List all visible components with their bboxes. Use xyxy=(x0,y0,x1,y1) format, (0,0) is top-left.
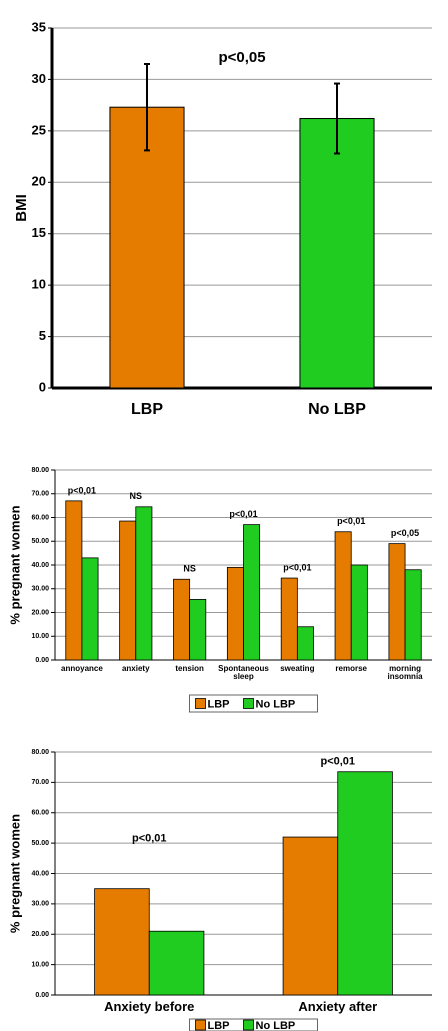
x-tick-label: morning insomnia xyxy=(387,664,423,682)
bar xyxy=(119,520,137,661)
y-tick-label: 0 xyxy=(39,379,46,394)
y-axis-label: % pregnant women xyxy=(7,505,22,624)
y-tick-label: 0.00 xyxy=(35,992,49,999)
y-tick-label: 20.00 xyxy=(31,931,49,938)
y-tick-label: 35 xyxy=(32,19,46,34)
y-tick-label: 10.00 xyxy=(31,633,49,640)
y-tick-label: 80.00 xyxy=(31,467,49,474)
y-tick-label: 0.00 xyxy=(35,657,49,664)
x-tick-label: remorse xyxy=(335,664,367,673)
bar xyxy=(173,578,191,661)
x-tick-label: Anxiety before xyxy=(104,999,195,1014)
x-tick-label: anxiety xyxy=(121,664,150,673)
annotation: p<0,05 xyxy=(218,49,265,66)
y-tick-label: 30 xyxy=(32,71,46,86)
y-axis-label: % pregnant women xyxy=(7,814,22,933)
y-tick-label: 40.00 xyxy=(31,562,49,569)
y-tick-label: 40.00 xyxy=(31,870,49,877)
legend-label: No LBP xyxy=(256,698,296,710)
x-tick-label: Anxiety after xyxy=(298,999,378,1014)
annotation: NS xyxy=(183,564,196,574)
annotation: p<0,01 xyxy=(337,516,365,526)
bar xyxy=(65,500,83,661)
x-tick-label: sweating xyxy=(280,664,315,673)
annotation: p<0,05 xyxy=(391,528,419,538)
legend-swatch xyxy=(243,698,254,709)
bar xyxy=(388,543,406,661)
y-tick-label: 5 xyxy=(39,328,46,343)
x-tick-label: annoyance xyxy=(61,664,103,673)
y-tick-label: 50.00 xyxy=(31,840,49,847)
x-tick-label: tension xyxy=(175,664,204,673)
bar xyxy=(280,577,298,661)
y-tick-label: 70.00 xyxy=(31,779,49,786)
bar xyxy=(404,569,422,661)
annotation: p<0,01 xyxy=(283,562,311,572)
legend-label: LBP xyxy=(208,698,230,710)
y-tick-label: 20 xyxy=(32,174,46,189)
y-tick-label: 60.00 xyxy=(31,810,49,817)
legend-swatch xyxy=(195,1019,206,1031)
x-tick-label: Spontaneous sleep xyxy=(218,664,269,682)
legend-swatch xyxy=(195,698,206,709)
legend-label: LBP xyxy=(208,1020,230,1031)
bar xyxy=(299,118,375,389)
annotation: p<0,01 xyxy=(229,509,257,519)
bar xyxy=(189,599,207,661)
bar xyxy=(94,888,150,996)
x-tick-label: LBP xyxy=(131,401,163,418)
bar xyxy=(81,557,99,661)
bar xyxy=(135,506,153,661)
y-tick-label: 20.00 xyxy=(31,609,49,616)
bar xyxy=(148,930,205,996)
annotation: p<0,01 xyxy=(132,833,167,845)
bar xyxy=(334,531,352,661)
y-tick-label: 80.00 xyxy=(31,749,49,756)
bar xyxy=(350,564,368,661)
y-tick-label: 10 xyxy=(32,277,46,292)
legend-swatch xyxy=(243,1019,254,1031)
annotation: p<0,01 xyxy=(320,756,355,768)
y-tick-label: 30.00 xyxy=(31,586,49,593)
y-tick-label: 25 xyxy=(32,122,46,137)
y-tick-label: 70.00 xyxy=(31,491,49,498)
annotation: NS xyxy=(130,491,143,501)
y-tick-label: 60.00 xyxy=(31,514,49,521)
y-tick-label: 30.00 xyxy=(31,901,49,908)
bar xyxy=(243,524,261,661)
bar xyxy=(282,836,339,996)
bar xyxy=(226,566,244,661)
y-tick-label: 50.00 xyxy=(31,538,49,545)
y-tick-label: 15 xyxy=(32,225,46,240)
bar xyxy=(337,771,393,996)
y-axis-label: BMI xyxy=(13,194,30,222)
annotation: p<0,01 xyxy=(68,485,96,495)
legend-label: No LBP xyxy=(256,1020,296,1031)
y-tick-label: 10.00 xyxy=(31,961,49,968)
x-tick-label: No LBP xyxy=(308,401,366,418)
bar xyxy=(296,626,314,661)
